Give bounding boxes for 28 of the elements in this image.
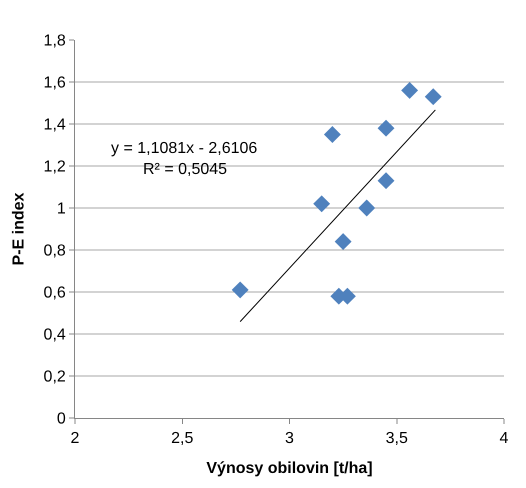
point [358, 200, 376, 216]
annotation: R² = 0,5045 [143, 161, 228, 178]
x-axis-title: Výnosy obilovin [t/ha] [206, 460, 373, 477]
y-tick-label: 1 [56, 200, 66, 218]
y-tick-label: 1,4 [44, 116, 66, 134]
y-tick-label: 0,6 [44, 284, 66, 302]
point [334, 233, 352, 250]
y-tick-label: 0,4 [44, 326, 66, 344]
point [313, 195, 330, 212]
y-tick-label: 0,8 [44, 242, 66, 260]
point [401, 82, 418, 99]
x-tick-label: 3 [285, 430, 294, 448]
point [324, 126, 341, 143]
y-axis-title: P-E index [10, 192, 28, 266]
point [232, 281, 249, 298]
y-tick-label: 1,2 [44, 158, 66, 176]
y-tick-label: 1,8 [44, 32, 66, 50]
x-tick-label: 3,5 [386, 430, 408, 448]
annotation: y = 1,1081x - 2,6106 [111, 140, 258, 157]
point [378, 120, 394, 137]
point [378, 172, 394, 190]
x-tick-label: 4 [500, 430, 509, 448]
y-tick-label: 0,2 [44, 368, 66, 386]
x-tick-label: 2,5 [171, 430, 194, 448]
y-tick-label: 0 [56, 410, 66, 428]
point [424, 88, 442, 106]
x-tick-label: 2 [70, 430, 80, 448]
y-tick-label: 1,6 [44, 74, 66, 92]
